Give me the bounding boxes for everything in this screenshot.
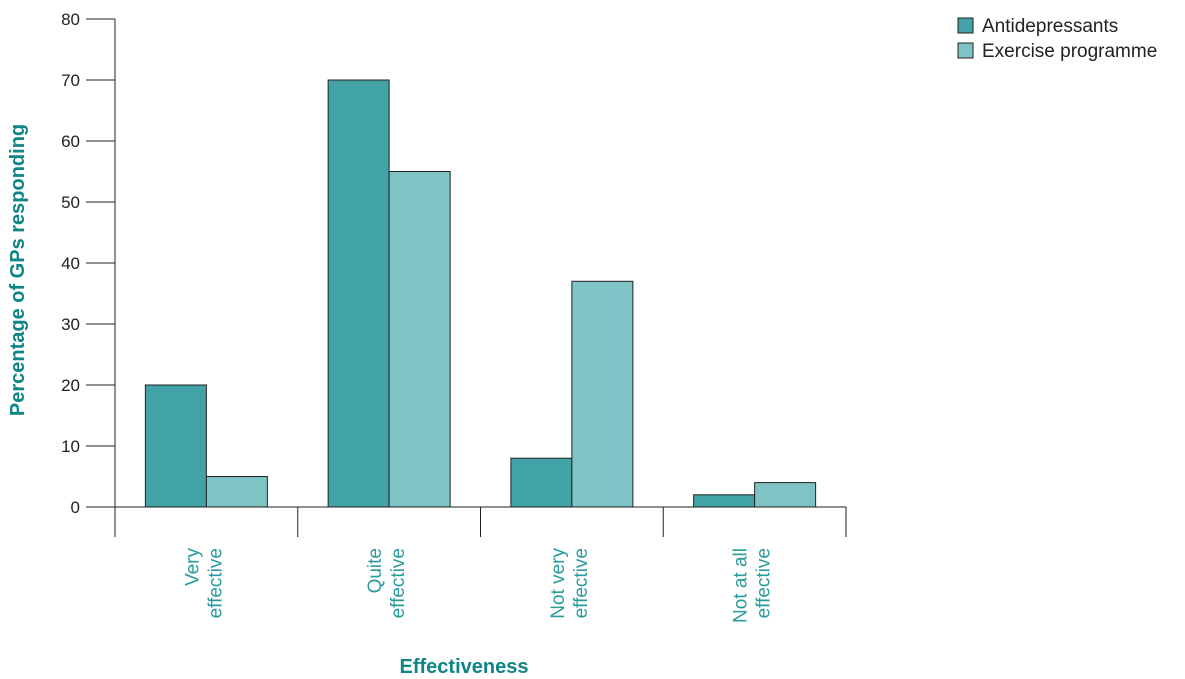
bar-antidepressants — [510, 457, 573, 508]
y-axis: 0 10 20 30 40 50 60 70 80 — [61, 10, 116, 537]
legend-label: Antidepressants — [982, 16, 1118, 37]
y-tick-label: 70 — [61, 71, 80, 90]
legend-label: Exercise programme — [982, 41, 1157, 62]
x-category-label: Not very effective — [548, 548, 592, 619]
y-tick-label: 20 — [61, 376, 80, 395]
y-tick-label: 40 — [61, 254, 80, 273]
bars — [144, 79, 817, 508]
bar-exercise-programme — [754, 482, 817, 508]
legend-swatch — [957, 17, 974, 34]
x-axis-title: Effectiveness — [400, 656, 529, 678]
y-tick-label: 10 — [61, 437, 80, 456]
x-category-label: Not at all effective — [731, 548, 775, 623]
legend-swatch — [957, 42, 974, 59]
category-labels: Very effective Quite effective Not very effec… — [182, 548, 774, 623]
y-tick-label: 60 — [61, 132, 80, 151]
bar-antidepressants — [693, 494, 756, 508]
legend: Antidepressants Exercise programme — [957, 16, 1157, 62]
y-tick-label: 50 — [61, 193, 80, 212]
y-tick-label: 30 — [61, 315, 80, 334]
x-category-label: Very effective — [182, 548, 226, 619]
y-tick-label: 0 — [71, 498, 80, 517]
bar-exercise-programme — [205, 476, 268, 508]
y-axis-title: Percentage of GPs responding — [7, 124, 29, 416]
bar-exercise-programme — [388, 171, 451, 508]
bar-exercise-programme — [571, 280, 634, 508]
y-tick-label: 80 — [61, 10, 80, 29]
bar-antidepressants — [144, 384, 207, 508]
bar-antidepressants — [327, 79, 390, 508]
x-axis — [115, 506, 847, 537]
x-category-label: Quite effective — [365, 548, 409, 618]
